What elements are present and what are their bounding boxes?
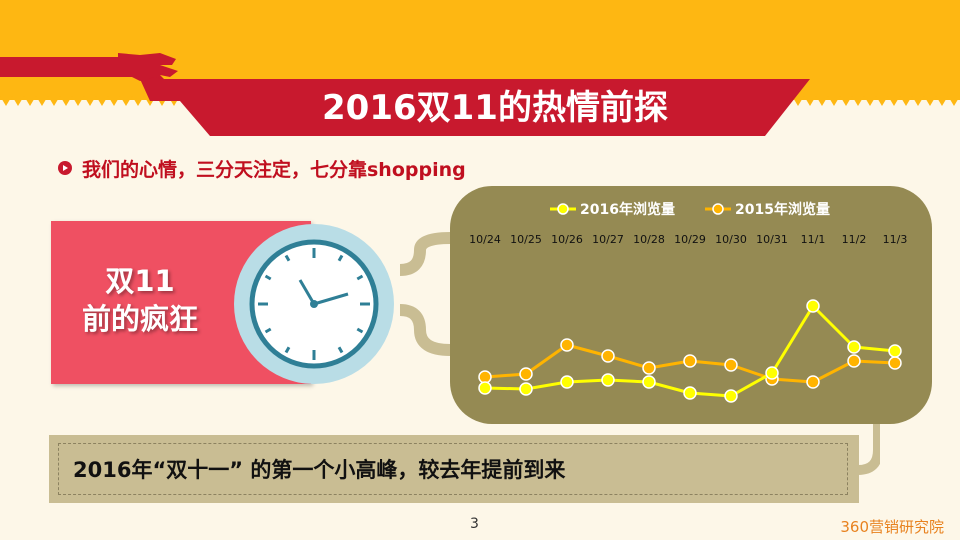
series-line [484, 304, 896, 398]
clock-tick [356, 327, 364, 334]
connector-tubes [399, 232, 880, 475]
x-tick-label: 11/3 [883, 233, 908, 246]
data-point [724, 358, 738, 372]
legend-marker [557, 203, 569, 215]
legend-label: 2015年浏览量 [735, 201, 830, 218]
x-tick-label: 10/25 [510, 233, 542, 246]
data-point [683, 386, 697, 400]
x-tick-label: 10/29 [674, 233, 706, 246]
clock-tick [337, 254, 344, 262]
page-number: 3 [470, 516, 479, 532]
data-point [560, 375, 574, 389]
page-title: 2016双11的热情前探 [322, 88, 668, 128]
x-tick-label: 10/31 [756, 233, 788, 246]
clock-tick [264, 327, 272, 334]
data-point [642, 375, 656, 389]
legend-label: 2016年浏览量 [580, 201, 675, 218]
data-point [847, 354, 861, 368]
data-point [724, 389, 738, 403]
subtitle: 我们的心情，三分天注定，七分靠shopping [58, 155, 466, 181]
x-tick-label: 11/1 [801, 233, 826, 246]
clock-tick [356, 274, 364, 281]
data-point [806, 375, 820, 389]
x-tick-label: 10/30 [715, 233, 747, 246]
x-tick-label: 10/28 [633, 233, 665, 246]
data-point [478, 381, 492, 395]
play-bullet-icon [58, 161, 72, 175]
data-point [601, 349, 615, 363]
side-label-line2: 前的疯狂 [81, 302, 198, 336]
data-point [478, 370, 492, 384]
clock-tick [264, 274, 272, 281]
data-point [847, 340, 861, 354]
clock-tick [284, 346, 291, 354]
data-point [683, 354, 697, 368]
x-tick-label: 10/26 [551, 233, 583, 246]
note-box [49, 435, 859, 503]
data-point [519, 382, 533, 396]
x-tick-label: 11/2 [842, 233, 867, 246]
data-point [765, 366, 779, 380]
data-point [888, 344, 902, 358]
data-point [601, 373, 615, 387]
x-tick-label: 10/27 [592, 233, 624, 246]
clock-tick [284, 254, 291, 262]
brand-label: 360营销研究院 [840, 518, 944, 536]
subtitle-text: 我们的心情，三分天注定，七分靠shopping [82, 158, 466, 181]
title-banner [140, 79, 810, 136]
clock-icon [234, 224, 394, 384]
data-point [888, 356, 902, 370]
side-label-line1: 双11 [105, 264, 175, 298]
legend-marker [712, 203, 724, 215]
data-point [642, 361, 656, 375]
data-point [806, 299, 820, 313]
line-chart: 10/24 10/25 10/26 10/27 10/28 10/29 10/30 10/31… [469, 201, 908, 403]
data-point [519, 367, 533, 381]
clock-tick [337, 346, 344, 354]
x-tick-label: 10/24 [469, 233, 501, 246]
data-point [560, 338, 574, 352]
side-label: 双11 前的疯狂 [60, 262, 220, 338]
note-text: 2016年“双十一” 的第一个小高峰，较去年提前到来 [58, 443, 848, 495]
